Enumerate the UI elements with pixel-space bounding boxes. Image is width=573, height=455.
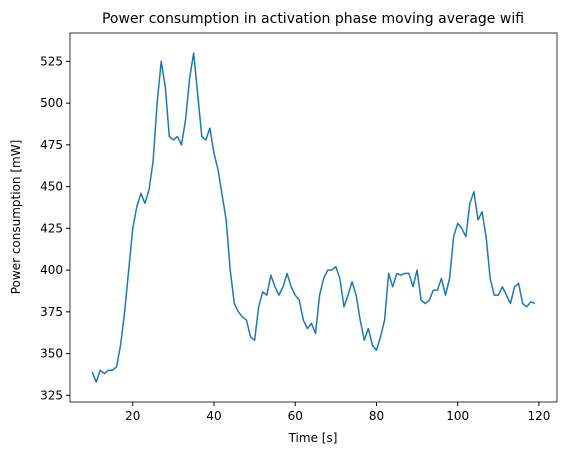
x-tick-label: 40 [206,409,221,423]
y-tick-label: 350 [40,347,63,361]
y-tick-label: 425 [40,221,63,235]
x-tick-label: 60 [288,409,303,423]
y-tick-label: 325 [40,388,63,402]
axes-frame [69,32,558,403]
y-tick-label: 400 [40,263,63,277]
y-tick-label: 500 [40,96,63,110]
y-tick-label: 450 [40,180,63,194]
y-tick-label: 475 [40,138,63,152]
y-axis-label: Power consumption [mW] [9,140,23,295]
x-tick-label: 120 [527,409,550,423]
chart-title: Power consumption in activation phase mo… [102,11,524,27]
data-line [91,52,536,383]
x-tick-label: 100 [446,409,469,423]
x-axis-label: Time [s] [288,431,338,445]
x-tick-label: 20 [125,409,140,423]
y-tick-label: 525 [40,54,63,68]
x-tick-label: 80 [369,409,384,423]
y-tick-label: 375 [40,305,63,319]
